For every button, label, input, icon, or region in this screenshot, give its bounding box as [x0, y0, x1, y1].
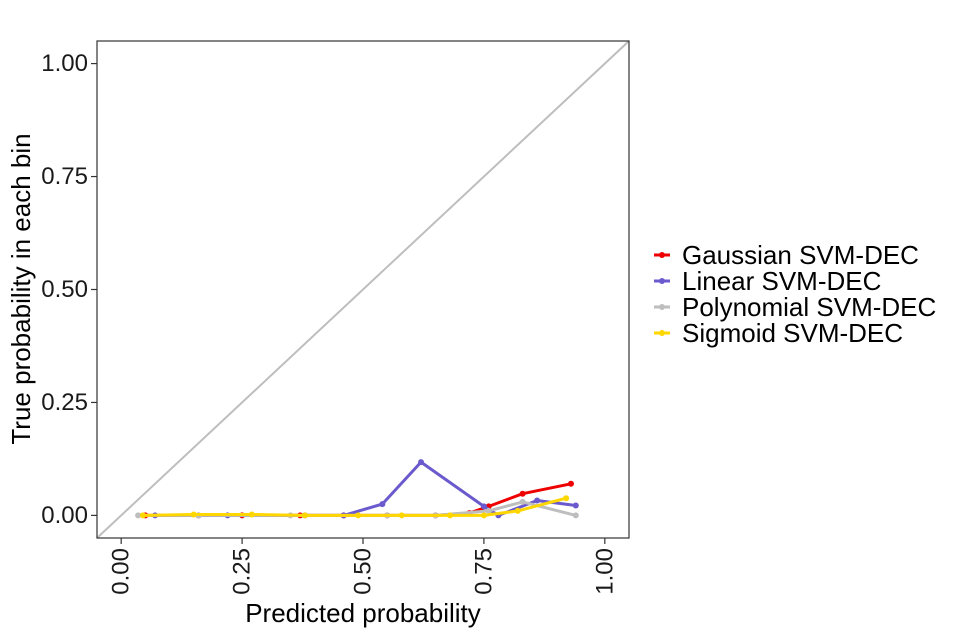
legend-key-point — [659, 278, 665, 284]
data-point-linear-svm-dec — [379, 501, 386, 508]
legend-label: Polynomial SVM-DEC — [682, 292, 936, 322]
data-point-sigmoid-svm-dec — [447, 512, 454, 519]
legend-label: Gaussian SVM-DEC — [682, 240, 919, 270]
y-tick-label: 0.50 — [41, 276, 88, 303]
data-point-polynomial-svm-dec — [519, 498, 526, 505]
legend-key-point — [659, 304, 665, 310]
data-point-polynomial-svm-dec — [485, 507, 492, 514]
data-point-sigmoid-svm-dec — [190, 511, 197, 518]
data-point-gaussian-svm-dec — [567, 480, 574, 487]
data-point-sigmoid-svm-dec — [563, 495, 570, 502]
data-point-sigmoid-svm-dec — [301, 512, 308, 519]
legend-item: Linear SVM-DEC — [654, 266, 881, 296]
data-point-sigmoid-svm-dec — [355, 512, 362, 519]
legend-item: Polynomial SVM-DEC — [654, 292, 936, 322]
data-point-sigmoid-svm-dec — [398, 512, 405, 519]
y-tick-label: 0.75 — [41, 163, 88, 190]
legend-item: Sigmoid SVM-DEC — [654, 318, 903, 348]
legend-key-point — [659, 330, 665, 336]
data-point-gaussian-svm-dec — [519, 490, 526, 497]
data-point-polynomial-svm-dec — [572, 512, 579, 519]
data-point-linear-svm-dec — [418, 459, 425, 466]
plot-area — [96, 40, 630, 539]
legend-item: Gaussian SVM-DEC — [654, 240, 919, 270]
x-axis: 0.00 0.25 0.50 0.75 1.00 — [108, 538, 618, 595]
reference-layer — [96, 40, 630, 539]
x-axis-title: Predicted probability — [245, 598, 481, 628]
data-point-linear-svm-dec — [480, 503, 487, 510]
x-tick-label: 0.00 — [108, 548, 135, 595]
data-point-linear-svm-dec — [534, 497, 541, 504]
y-axis: 0.00 0.25 0.50 0.75 1.00 — [41, 50, 97, 529]
reference-diagonal-line — [96, 40, 630, 539]
data-point-linear-svm-dec — [572, 502, 579, 509]
x-tick-label: 1.00 — [591, 548, 618, 595]
legend-label: Linear SVM-DEC — [682, 266, 881, 296]
data-point-sigmoid-svm-dec — [248, 511, 255, 518]
data-point-sigmoid-svm-dec — [514, 507, 521, 514]
data-point-sigmoid-svm-dec — [480, 512, 487, 519]
series-layer — [135, 459, 579, 519]
y-tick-label: 0.25 — [41, 389, 88, 416]
y-tick-label: 1.00 — [41, 50, 88, 77]
data-point-polynomial-svm-dec — [135, 512, 142, 519]
legend-label: Sigmoid SVM-DEC — [682, 318, 903, 348]
series-line-sigmoid-svm-dec — [141, 496, 568, 517]
data-point-sigmoid-svm-dec — [139, 512, 146, 519]
x-tick-label: 0.25 — [229, 548, 256, 595]
x-tick-label: 0.50 — [350, 548, 377, 595]
y-axis-title: True probability in each bin — [6, 133, 36, 444]
x-tick-label: 0.75 — [470, 548, 497, 595]
series-sigmoid-svm-dec — [139, 495, 570, 519]
legend-key-point — [659, 252, 665, 258]
y-tick-label: 0.00 — [41, 502, 88, 529]
